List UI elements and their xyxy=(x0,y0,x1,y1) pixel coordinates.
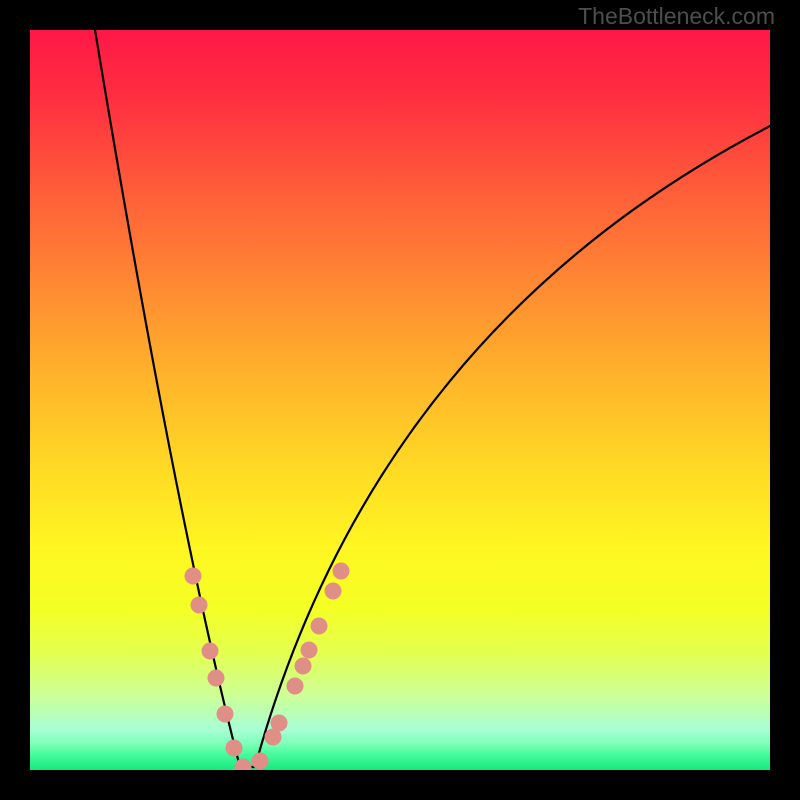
marker-dot xyxy=(311,618,328,635)
marker-dot xyxy=(208,670,225,687)
marker-dot xyxy=(252,753,269,770)
marker-dot xyxy=(325,583,342,600)
marker-dot xyxy=(287,678,304,695)
watermark-text: TheBottleneck.com xyxy=(578,3,775,30)
gradient-background xyxy=(30,30,770,770)
marker-dot xyxy=(226,740,243,757)
plot-area xyxy=(30,30,770,770)
marker-dot xyxy=(202,643,219,660)
marker-dot xyxy=(301,642,318,659)
marker-dot xyxy=(333,563,350,580)
marker-dot xyxy=(295,658,312,675)
marker-dot xyxy=(271,715,288,732)
marker-dot xyxy=(185,568,202,585)
chart-frame: TheBottleneck.com xyxy=(0,0,800,800)
chart-svg xyxy=(30,30,770,770)
marker-dot xyxy=(191,597,208,614)
marker-dot xyxy=(217,706,234,723)
